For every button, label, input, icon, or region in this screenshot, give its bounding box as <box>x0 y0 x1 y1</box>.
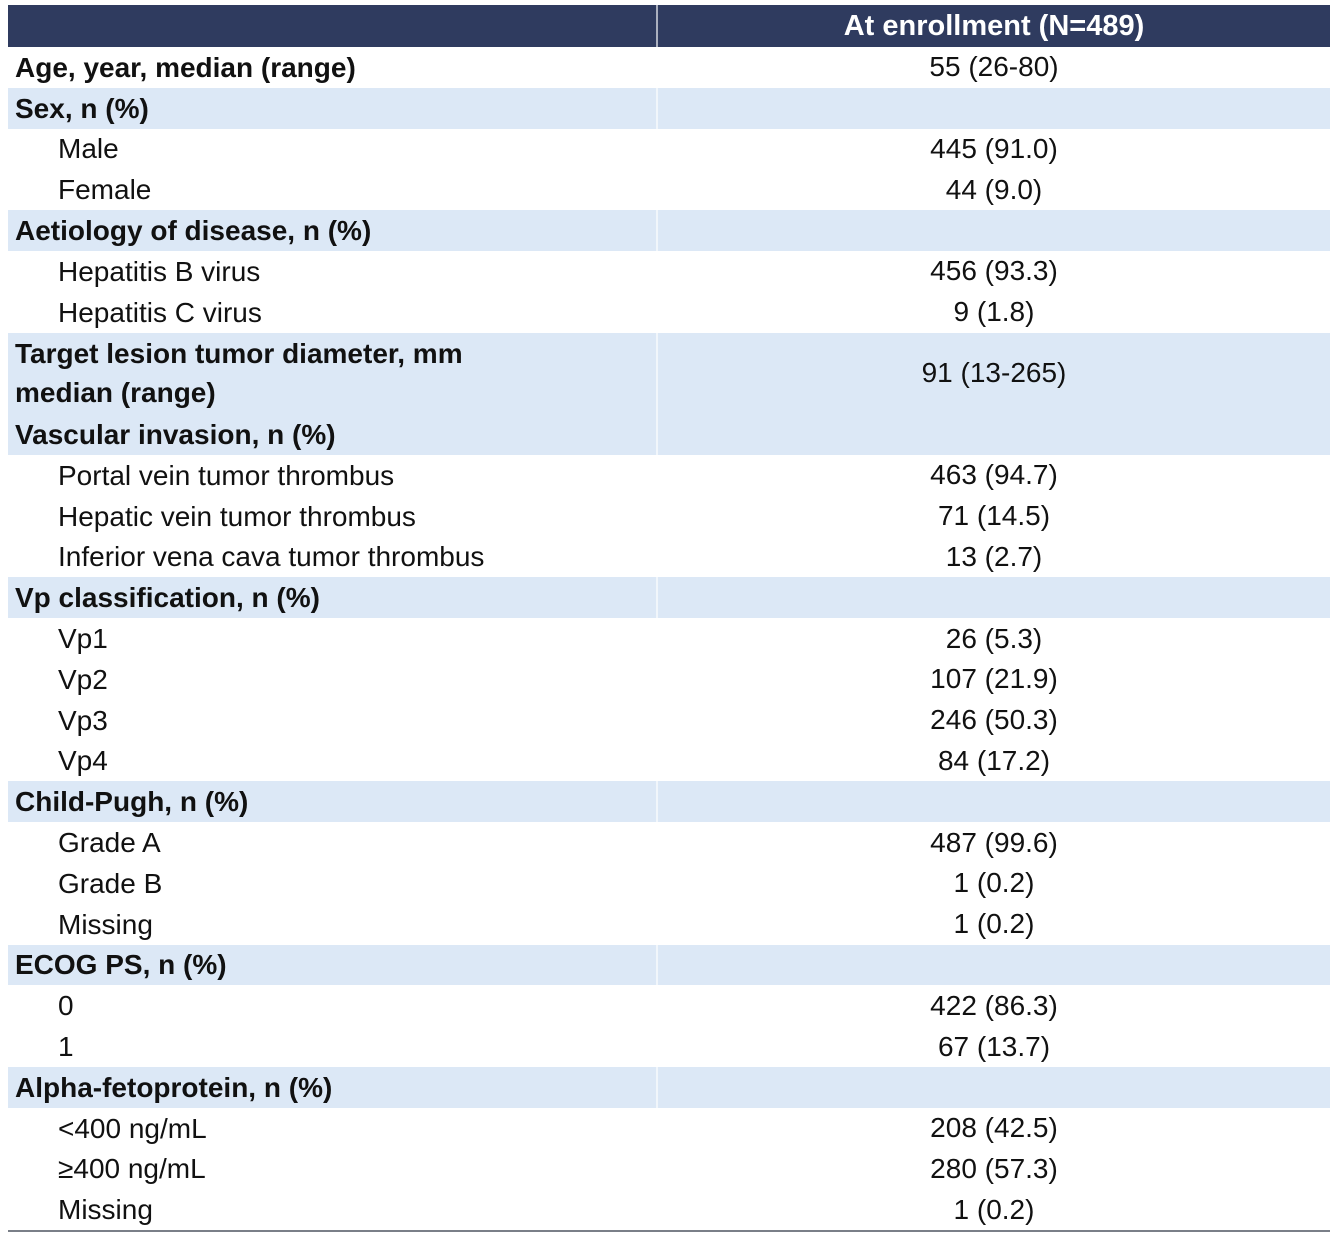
header-blank <box>8 5 656 47</box>
group-label: Age, year, median (range) <box>15 51 356 83</box>
item-row: <400 ng/mL 208 (42.5) <box>8 1107 1330 1149</box>
group-row: Age, year, median (range) 55 (26-80) <box>8 47 1330 88</box>
item-label: Vp4 <box>58 745 108 777</box>
group-value-blank <box>656 944 1330 986</box>
item-value: 445 (91.0) <box>656 128 1330 170</box>
item-label: Portal vein tumor thrombus <box>58 459 395 491</box>
group-value-blank <box>656 781 1330 823</box>
item-row: Grade A 487 (99.6) <box>8 822 1330 863</box>
group-label: Alpha-fetoprotein, n (%) <box>15 1071 333 1103</box>
group-row: Child-Pugh, n (%) <box>8 781 1330 823</box>
item-label: 1 <box>58 1031 74 1063</box>
item-value: 1 (0.2) <box>656 862 1330 904</box>
item-value: 9 (1.8) <box>656 291 1330 333</box>
header-cell: At enrollment (N=489) <box>656 5 1330 47</box>
group-label: Vp classification, n (%) <box>15 582 320 614</box>
item-label: Missing <box>58 1194 153 1226</box>
item-value: 107 (21.9) <box>656 658 1330 700</box>
item-row: Vp4 84 (17.2) <box>8 740 1330 782</box>
group-row: Target lesion tumor diameter, mm median … <box>8 332 1330 415</box>
item-row: 0 422 (86.3) <box>8 985 1330 1027</box>
item-label: <400 ng/mL <box>58 1112 207 1144</box>
item-label: Hepatitis C virus <box>58 296 262 328</box>
item-label: Female <box>58 174 152 206</box>
item-label: Grade B <box>58 867 163 899</box>
item-value: 84 (17.2) <box>656 740 1330 782</box>
item-value: 463 (94.7) <box>656 454 1330 496</box>
group-label: Child-Pugh, n (%) <box>15 786 249 818</box>
item-row: ≥400 ng/mL 280 (57.3) <box>8 1148 1330 1190</box>
item-label: Hepatic vein tumor thrombus <box>58 500 416 532</box>
item-row: Inferior vena cava tumor thrombus 13 (2.7… <box>8 536 1330 578</box>
item-row: 1 67 (13.7) <box>8 1026 1330 1067</box>
item-row: Female 44 (9.0) <box>8 169 1330 211</box>
item-row: Hepatic vein tumor thrombus 71 (14.5) <box>8 495 1330 537</box>
group-row: ECOG PS, n (%) <box>8 944 1330 986</box>
item-row: Vp1 26 (5.3) <box>8 618 1330 659</box>
item-row: Grade B 1 (0.2) <box>8 862 1330 904</box>
item-row: Missing 1 (0.2) <box>8 903 1330 945</box>
item-row: Vp2 107 (21.9) <box>8 658 1330 700</box>
group-value-blank <box>656 87 1330 129</box>
item-value: 71 (14.5) <box>656 495 1330 537</box>
group-row: Vp classification, n (%) <box>8 577 1330 619</box>
table: At enrollment (N=489) Age, year, median (… <box>8 5 1330 1233</box>
item-label: Hepatitis B virus <box>58 255 261 287</box>
item-value: 487 (99.6) <box>656 822 1330 863</box>
item-row: Hepatitis B virus 456 (93.3) <box>8 250 1330 292</box>
group-label: Aetiology of disease, n (%) <box>15 215 372 247</box>
item-value: 44 (9.0) <box>656 169 1330 211</box>
item-value: 208 (42.5) <box>656 1107 1330 1149</box>
group-label: ECOG PS, n (%) <box>15 949 227 981</box>
group-row: Alpha-fetoprotein, n (%) <box>8 1066 1330 1108</box>
item-value: 67 (13.7) <box>656 1026 1330 1067</box>
item-value: 26 (5.3) <box>656 618 1330 659</box>
group-label: Target lesion tumor diameter, mm median … <box>15 338 463 409</box>
group-label: Vascular invasion, n (%) <box>15 419 336 451</box>
item-label: Grade A <box>58 827 161 859</box>
item-row: Missing 1 (0.2) <box>8 1189 1330 1231</box>
item-label: Male <box>58 133 119 165</box>
item-label: Vp1 <box>58 623 108 655</box>
item-value: 246 (50.3) <box>656 699 1330 741</box>
item-label: Vp2 <box>58 663 108 695</box>
item-row: Hepatitis C virus 9 (1.8) <box>8 291 1330 333</box>
item-label: Vp3 <box>58 704 108 736</box>
group-value-blank <box>656 414 1330 455</box>
group-row: Vascular invasion, n (%) <box>8 414 1330 455</box>
item-value: 1 (0.2) <box>656 1189 1330 1231</box>
header-row: At enrollment (N=489) <box>8 5 1330 47</box>
item-value: 1 (0.2) <box>656 903 1330 945</box>
group-row: Aetiology of disease, n (%) <box>8 210 1330 251</box>
group-row: Sex, n (%) <box>8 87 1330 129</box>
item-label: ≥400 ng/mL <box>58 1153 206 1185</box>
item-value: 422 (86.3) <box>656 985 1330 1027</box>
item-value: 13 (2.7) <box>656 536 1330 578</box>
item-value: 280 (57.3) <box>656 1148 1330 1190</box>
item-label: Inferior vena cava tumor thrombus <box>58 541 485 573</box>
group-value-blank <box>656 1066 1330 1108</box>
item-value: 456 (93.3) <box>656 250 1330 292</box>
group-value-blank <box>656 577 1330 619</box>
group-value-blank <box>656 210 1330 251</box>
item-row: Male 445 (91.0) <box>8 128 1330 170</box>
group-label: Sex, n (%) <box>15 92 149 124</box>
group-value: 55 (26-80) <box>656 47 1330 88</box>
group-value: 91 (13-265) <box>656 332 1330 415</box>
item-label: 0 <box>58 990 74 1022</box>
item-row: Portal vein tumor thrombus 463 (94.7) <box>8 454 1330 496</box>
item-row: Vp3 246 (50.3) <box>8 699 1330 741</box>
item-label: Missing <box>58 908 153 940</box>
